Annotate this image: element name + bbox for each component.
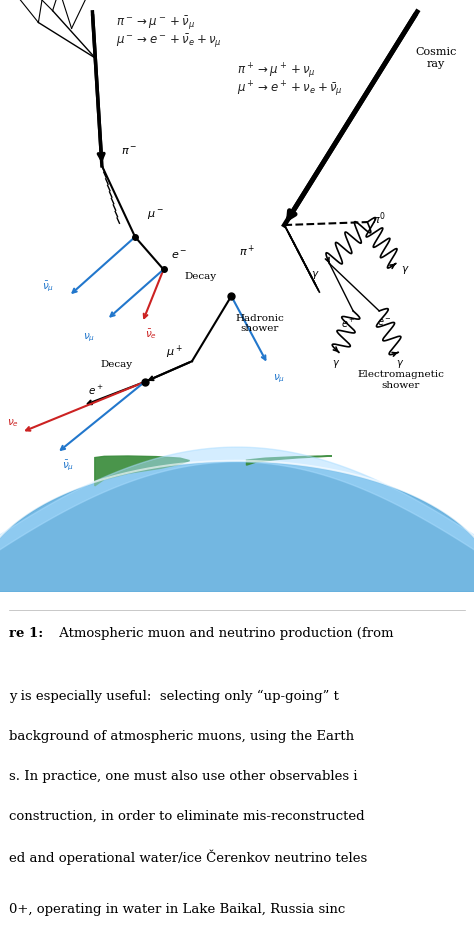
- Text: $\mu^-$: $\mu^-$: [147, 209, 164, 222]
- Text: ed and operational water/ice Čerenkov neutrino teles: ed and operational water/ice Čerenkov ne…: [9, 850, 368, 865]
- Text: y is especially useful:  selecting only “up-going” t: y is especially useful: selecting only “…: [9, 690, 339, 703]
- Text: Electromagnetic
shower: Electromagnetic shower: [357, 370, 444, 389]
- Text: $\mu^+ \rightarrow e^+ + \nu_e + \bar{\nu}_{\mu}$: $\mu^+ \rightarrow e^+ + \nu_e + \bar{\n…: [237, 80, 343, 100]
- Text: Cosmic
ray: Cosmic ray: [415, 47, 457, 69]
- Text: $\pi^0$: $\pi^0$: [372, 211, 386, 227]
- Text: $\gamma$: $\gamma$: [311, 270, 320, 281]
- Text: $\nu_{\mu}$: $\nu_{\mu}$: [273, 373, 285, 385]
- Text: s. In practice, one must also use other observables i: s. In practice, one must also use other …: [9, 770, 358, 783]
- Polygon shape: [0, 462, 474, 592]
- Text: $\gamma$: $\gamma$: [332, 358, 341, 370]
- Text: $e^+$: $e^+$: [88, 384, 103, 397]
- Text: background of atmospheric muons, using the Earth: background of atmospheric muons, using t…: [9, 729, 355, 743]
- Text: $\nu_{\mu}$: $\nu_{\mu}$: [82, 332, 95, 344]
- Text: $\pi^-$: $\pi^-$: [121, 146, 137, 157]
- Text: $\gamma$: $\gamma$: [401, 263, 409, 275]
- Text: $e^+$: $e^+$: [341, 317, 356, 330]
- Text: $\nu_e$: $\nu_e$: [7, 417, 19, 430]
- Text: 0+, operating in water in Lake Baikal, Russia sinc: 0+, operating in water in Lake Baikal, R…: [9, 903, 346, 916]
- Text: $\mu^- \rightarrow e^- + \bar{\nu}_e + \nu_{\mu}$: $\mu^- \rightarrow e^- + \bar{\nu}_e + \…: [116, 33, 222, 50]
- Text: construction, in order to eliminate mis-reconstructed: construction, in order to eliminate mis-…: [9, 809, 365, 822]
- Text: $\bar{\nu}_{\mu}$: $\bar{\nu}_{\mu}$: [42, 280, 55, 294]
- Text: $\pi^- \rightarrow \mu^- + \bar{\nu}_{\mu}$: $\pi^- \rightarrow \mu^- + \bar{\nu}_{\m…: [116, 15, 195, 32]
- Text: $\bar{\nu}_e$: $\bar{\nu}_e$: [145, 327, 156, 341]
- Text: Decay: Decay: [184, 273, 217, 281]
- Text: $e^-$: $e^-$: [376, 317, 392, 328]
- Text: Decay: Decay: [100, 360, 132, 368]
- Polygon shape: [246, 456, 332, 465]
- Text: $\mu^+$: $\mu^+$: [165, 344, 182, 361]
- Text: $e^-$: $e^-$: [171, 249, 187, 260]
- Text: Hadronic
shower: Hadronic shower: [236, 314, 284, 334]
- Text: $\pi^+ \rightarrow \mu^+ + \nu_{\mu}$: $\pi^+ \rightarrow \mu^+ + \nu_{\mu}$: [237, 62, 316, 82]
- Polygon shape: [95, 456, 190, 486]
- Text: Atmospheric muon and neutrino production (from: Atmospheric muon and neutrino production…: [55, 627, 393, 640]
- Text: $\bar{\nu}_{\mu}$: $\bar{\nu}_{\mu}$: [62, 459, 74, 474]
- Text: $\pi^+$: $\pi^+$: [239, 244, 255, 259]
- Text: $\gamma$: $\gamma$: [396, 358, 405, 370]
- Text: re 1:: re 1:: [9, 627, 44, 640]
